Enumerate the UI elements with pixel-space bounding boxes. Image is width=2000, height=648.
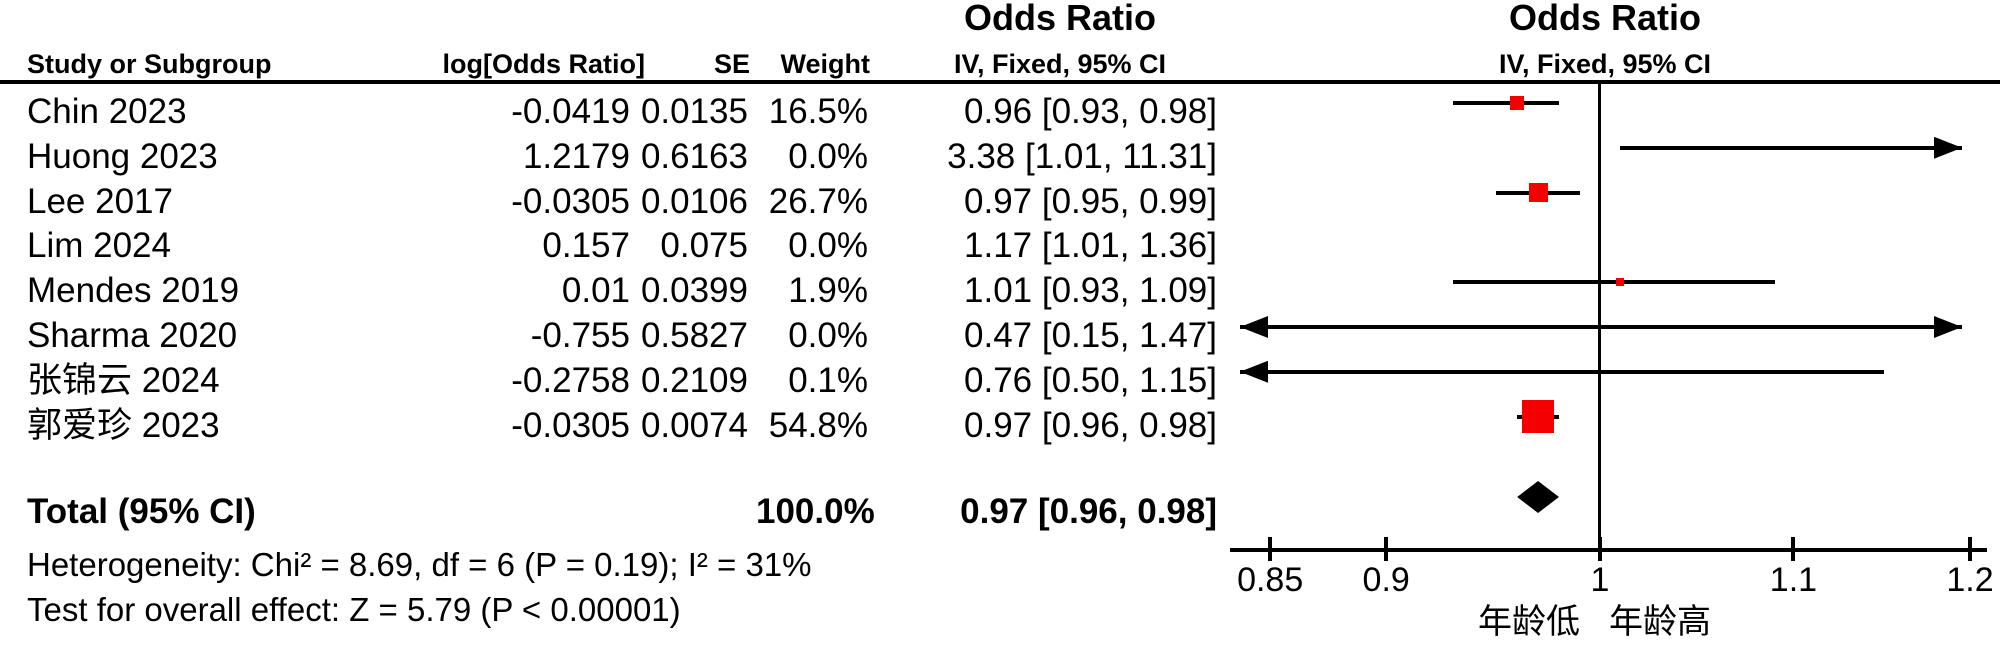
ci-text-value: 0.76 [0.50, 1.15]	[964, 360, 1217, 400]
ci-arrow-right	[1934, 136, 1962, 159]
study-name: Chin 2023	[27, 92, 187, 131]
ci-line	[1240, 369, 1884, 374]
ci-text-value: 0.47 [0.15, 1.47]	[964, 316, 1217, 355]
ci-line	[1452, 280, 1775, 285]
axis-tick	[1384, 537, 1389, 561]
se-value: 0.6163	[640, 136, 748, 176]
ci-text-value: 0.97 [0.95, 0.99]	[964, 181, 1217, 221]
study-name: Lee 2017	[27, 181, 173, 221]
study-name: Huong 2023	[27, 136, 218, 176]
ci-arrow-right	[1934, 316, 1962, 338]
axis-tick-label: 0.9	[1362, 561, 1410, 599]
axis-tick	[1791, 537, 1796, 561]
se-value: 0.0074	[640, 405, 748, 445]
header-rule	[0, 80, 2000, 84]
ci-plot-column-header: IV, Fixed, 95% CI	[1498, 49, 1712, 79]
weight-value: 0.0%	[788, 136, 868, 176]
odds-ratio-column-title: Odds Ratio	[963, 0, 1156, 38]
log-odds-ratio-value: -0.0419	[511, 92, 630, 131]
weight-value: 0.0%	[788, 316, 868, 355]
weight-value: 0.1%	[788, 360, 868, 400]
se-value: 0.2109	[640, 360, 748, 400]
axis-tick-label: 1.1	[1769, 561, 1818, 599]
overall-effect-note: Test for overall effect: Z = 5.79 (P < 0…	[27, 591, 681, 628]
ci-text-value: 0.96 [0.93, 0.98]	[964, 92, 1217, 131]
se-value: 0.075	[660, 226, 748, 266]
study-row: Huong 2023 1.2179 0.6163 0.0% 3.38 [1.01, 11…	[0, 135, 2000, 180]
ci-text-value: 1.01 [0.93, 1.09]	[964, 271, 1217, 311]
study-row: 郭爱珍 2023 -0.0305 0.0074 54.8% 0.97 [0.96, 0.…	[0, 404, 2000, 449]
study-row: 张锦云 2024 -0.2758 0.2109 0.1% 0.76 [0.50, 1.1…	[0, 359, 2000, 404]
axis-tick-label: 1	[1590, 561, 1610, 599]
study-row: Mendes 2019 0.01 0.0399 1.9% 1.01 [0.93, 1.0…	[0, 269, 2000, 314]
study-row: Lim 2024 0.157 0.075 0.0% 1.17 [1.01, 1.36]	[0, 224, 2000, 269]
weight-value: 1.9%	[788, 271, 868, 311]
axis-tick-label: 0.85	[1237, 561, 1304, 599]
log-odds-ratio-value: 0.157	[542, 226, 630, 266]
weight-value: 0.0%	[788, 226, 868, 266]
weight-value: 16.5%	[768, 92, 868, 131]
study-row: Chin 2023 -0.0419 0.0135 16.5% 0.96 [0.93, 0…	[0, 90, 2000, 135]
ci-column-header: IV, Fixed, 95% CI	[953, 49, 1167, 79]
log-odds-ratio-value: -0.755	[530, 316, 630, 355]
log-odds-ratio-value: 1.2179	[522, 136, 630, 176]
log-odds-ratio-value: -0.0305	[511, 181, 630, 221]
effect-square	[1509, 95, 1525, 111]
se-value: 0.0399	[640, 271, 748, 311]
total-ci: 0.97 [0.96, 0.98]	[960, 492, 1217, 531]
ci-text-value: 3.38 [1.01, 11.31]	[947, 136, 1217, 176]
total-diamond	[1517, 481, 1559, 513]
axis-label-left: 年龄低	[1478, 603, 1580, 641]
ci-line	[1620, 145, 1962, 150]
effect-square	[1616, 278, 1625, 287]
axis-tick-label: 1.2	[1946, 561, 1994, 599]
ci-arrow-left	[1240, 316, 1268, 338]
log-odds-ratio-value: -0.0305	[511, 405, 630, 445]
heterogeneity-note: Heterogeneity: Chi² = 8.69, df = 6 (P = …	[27, 546, 812, 583]
axis-label-right: 年龄高	[1609, 603, 1711, 641]
total-weight: 100.0%	[756, 492, 875, 531]
effect-square	[1528, 182, 1548, 203]
odds-ratio-plot-title: Odds Ratio	[1508, 0, 1701, 38]
axis-tick	[1598, 537, 1602, 561]
ci-arrow-left	[1240, 360, 1268, 383]
study-table: Chin 2023 -0.0419 0.0135 16.5% 0.96 [0.93, 0…	[0, 90, 2000, 450]
study-row: Sharma 2020 -0.755 0.5827 0.0% 0.47 [0.15, 1…	[0, 314, 2000, 359]
log-odds-ratio-value: -0.2758	[511, 360, 630, 400]
effect-square	[1522, 400, 1555, 433]
weight-column-header: Weight	[780, 49, 871, 79]
study-row: Lee 2017 -0.0305 0.0106 26.7% 0.97 [0.95, 0.…	[0, 180, 2000, 225]
weight-value: 26.7%	[768, 181, 868, 221]
se-value: 0.5827	[640, 316, 748, 355]
log-odds-ratio-column-header: log[Odds Ratio]	[442, 49, 645, 79]
study-name: 郭爱珍 2023	[27, 405, 220, 445]
study-column-header: Study or Subgroup	[27, 49, 272, 79]
ci-line	[1452, 101, 1559, 105]
study-name: Sharma 2020	[27, 316, 238, 355]
se-column-header: SE	[713, 49, 750, 79]
ci-line	[1240, 325, 1962, 329]
log-odds-ratio-value: 0.01	[561, 271, 630, 311]
axis-tick	[1968, 537, 1972, 561]
ci-text-value: 1.17 [1.01, 1.36]	[964, 226, 1217, 266]
null-effect-line	[1598, 84, 1601, 550]
axis-tick	[1268, 537, 1273, 561]
study-name: Mendes 2019	[27, 271, 240, 311]
total-label: Total (95% CI)	[27, 492, 256, 531]
x-axis	[1230, 548, 1987, 552]
se-value: 0.0106	[640, 181, 748, 221]
ci-text-value: 0.97 [0.96, 0.98]	[964, 405, 1217, 445]
study-name: Lim 2024	[27, 226, 171, 266]
study-name: 张锦云 2024	[27, 360, 220, 400]
weight-value: 54.8%	[768, 405, 868, 445]
se-value: 0.0135	[640, 92, 748, 131]
